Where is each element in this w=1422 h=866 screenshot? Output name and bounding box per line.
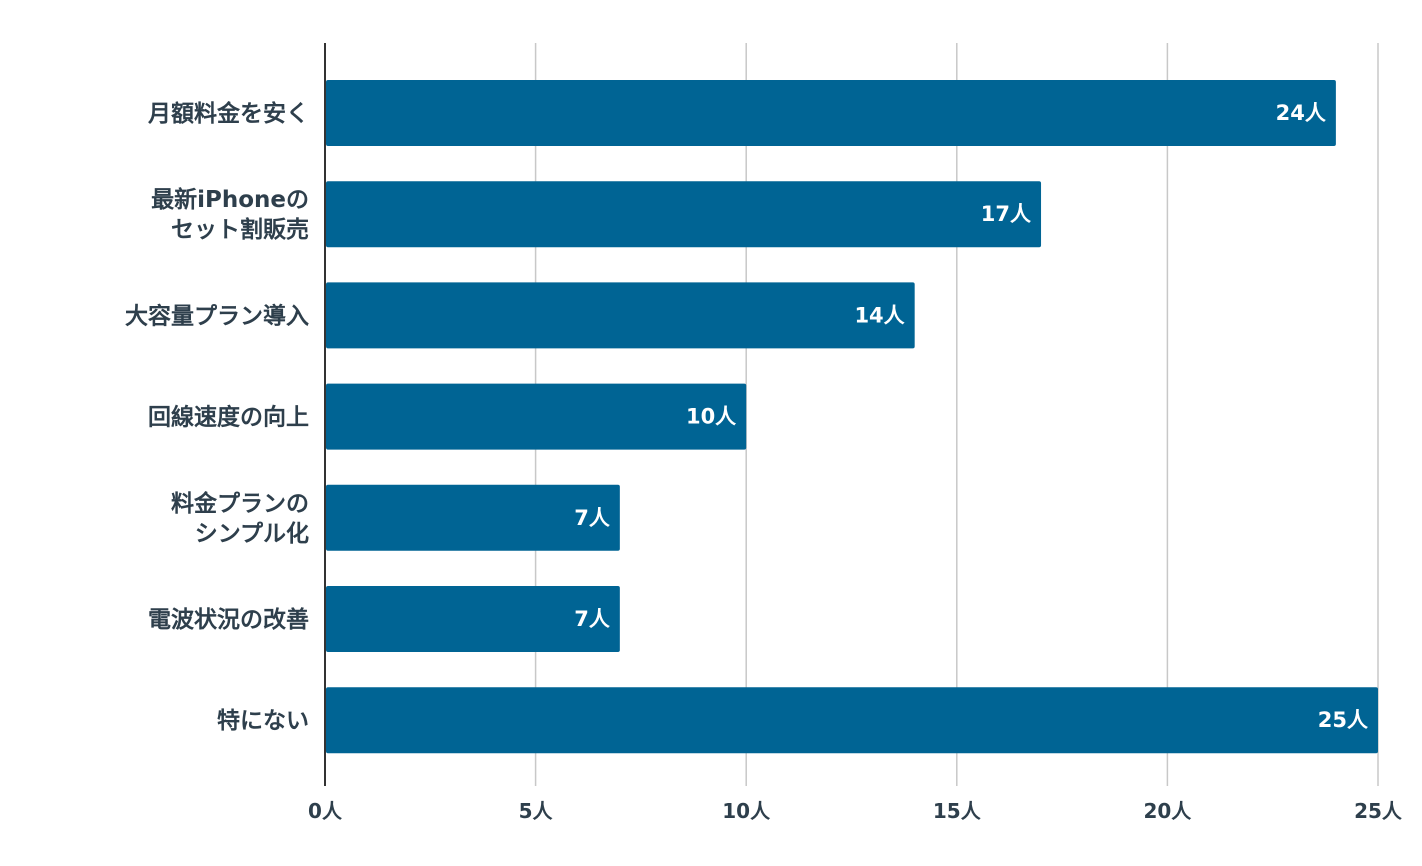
bar-value-label: 25人 <box>1318 708 1368 732</box>
category-label: 料金プランの <box>171 490 309 517</box>
category-label: 月額料金を安く <box>147 100 309 127</box>
bar <box>326 586 620 652</box>
grid-lines <box>534 43 1379 786</box>
x-tick-label: 10人 <box>722 799 771 823</box>
x-tick-label: 5人 <box>519 799 554 823</box>
x-tick-label: 25人 <box>1354 799 1403 823</box>
bar-value-label: 7人 <box>574 607 610 631</box>
bar-value-label: 10人 <box>686 405 736 429</box>
bar <box>326 181 1042 248</box>
category-label: シンプル化 <box>195 520 309 547</box>
bars <box>326 80 1378 754</box>
x-tick-label: 15人 <box>933 799 982 823</box>
bar <box>326 282 915 349</box>
x-tick-labels: 0人 5人 10人 15人 20人 25人 <box>308 799 1403 823</box>
category-label: 回線速度の向上 <box>148 404 309 431</box>
bar <box>326 484 620 551</box>
bar-value-label: 7人 <box>574 506 610 530</box>
category-label: 最新iPhoneの <box>151 186 309 213</box>
category-label: 大容量プラン導入 <box>125 302 309 329</box>
category-label: セット割販売 <box>171 216 309 243</box>
x-tick-label: 20人 <box>1143 799 1192 823</box>
category-label: 特にない <box>217 708 309 734</box>
bar <box>326 383 747 450</box>
bar <box>326 687 1378 754</box>
bar-value-label: 17人 <box>981 202 1031 226</box>
category-label: 電波状況の改善 <box>148 606 309 633</box>
bar-value-label: 24人 <box>1276 101 1326 125</box>
value-labels: 24人 17人 14人 10人 7人 7人 25人 <box>574 101 1368 732</box>
bar-value-label: 14人 <box>854 303 904 327</box>
x-tick-label: 0人 <box>308 799 343 823</box>
bar <box>326 80 1336 146</box>
category-labels: 月額料金を安く最新iPhoneのセット割販売大容量プラン導入回線速度の向上料金プ… <box>125 100 309 734</box>
